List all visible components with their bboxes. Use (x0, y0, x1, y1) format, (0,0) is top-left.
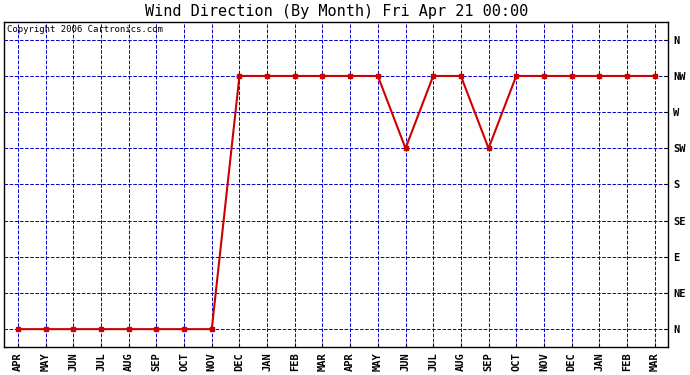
Title: Wind Direction (By Month) Fri Apr 21 00:00: Wind Direction (By Month) Fri Apr 21 00:… (145, 4, 528, 19)
Text: Copyright 2006 Cartronics.com: Copyright 2006 Cartronics.com (8, 25, 164, 34)
